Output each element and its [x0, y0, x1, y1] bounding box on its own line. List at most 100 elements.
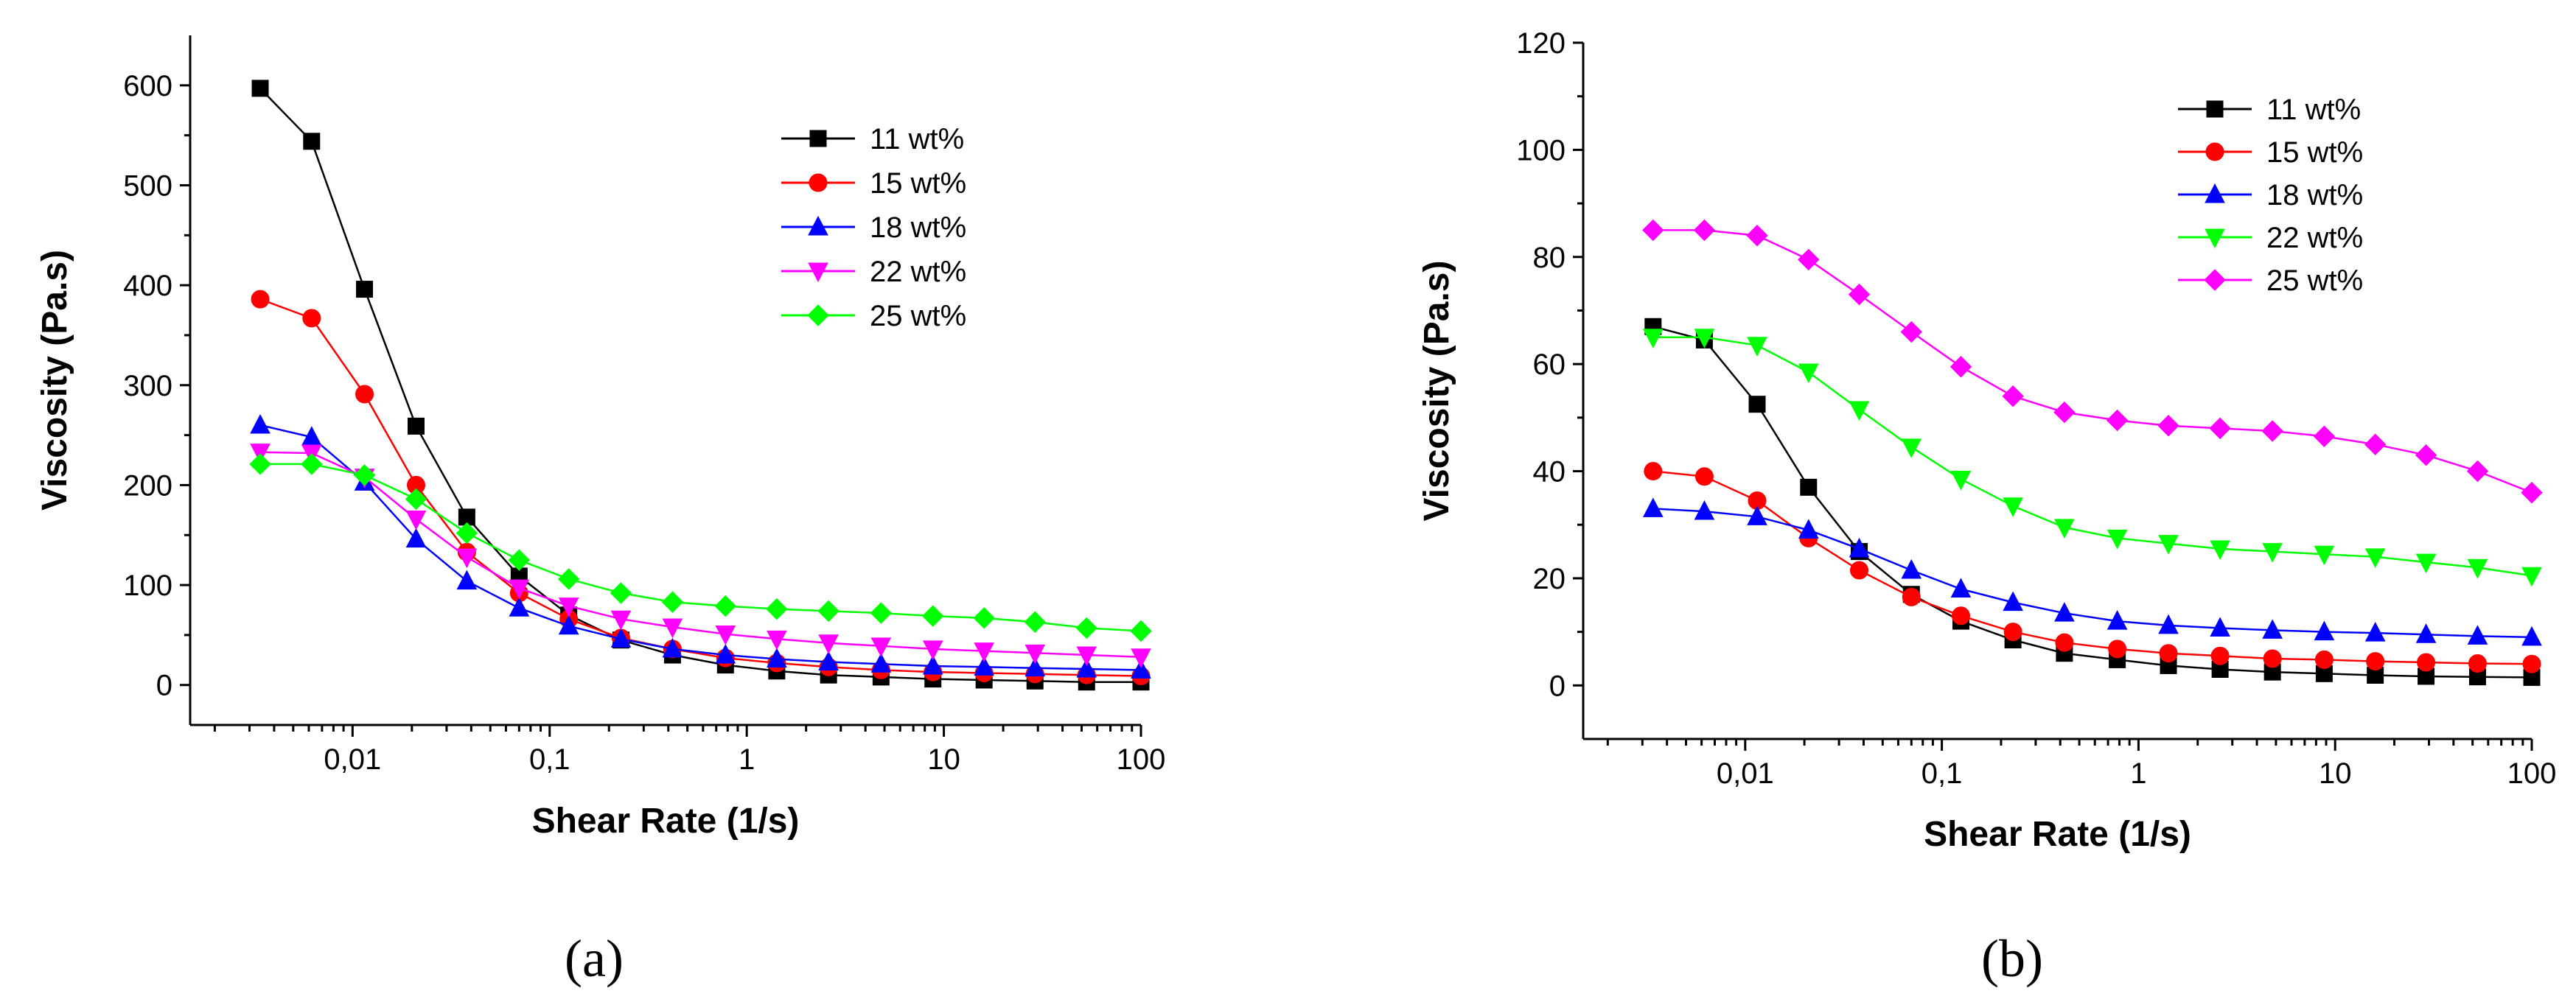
series-11-wt-	[251, 80, 1150, 691]
data-point	[2466, 460, 2489, 483]
data-point	[2055, 633, 2074, 652]
data-point	[1849, 401, 1870, 421]
legend-marker	[2205, 228, 2225, 249]
data-point	[1849, 561, 1868, 580]
data-point	[1131, 648, 1151, 668]
data-point	[2054, 519, 2075, 539]
data-point	[1747, 337, 1767, 357]
series-line	[1652, 336, 2533, 577]
y-tick-label: 500	[123, 169, 172, 202]
data-point	[1024, 611, 1046, 633]
data-point	[661, 591, 684, 613]
data-point	[870, 653, 892, 673]
data-point	[2521, 567, 2542, 587]
data-point	[2415, 553, 2437, 574]
series-22-wt-	[250, 444, 1151, 668]
data-point	[1747, 505, 1767, 525]
series-18-wt-	[250, 413, 1151, 679]
data-point	[922, 605, 944, 627]
data-point	[2415, 444, 2437, 466]
series-22-wt-	[1642, 329, 2542, 587]
data-point	[2364, 621, 2386, 642]
data-point	[2106, 409, 2129, 432]
data-point	[558, 614, 579, 635]
x-tick-label: 1	[739, 743, 755, 776]
y-tick-label: 100	[1516, 134, 1566, 167]
data-point	[405, 488, 427, 511]
data-point	[2261, 420, 2283, 442]
legend-entry: 11 wt%	[2178, 94, 2361, 126]
data-point	[2210, 617, 2230, 637]
y-tick-label: 200	[123, 469, 172, 502]
data-point	[1694, 500, 1715, 520]
data-point	[662, 618, 683, 639]
data-point	[1642, 219, 1664, 242]
x-tick-label: 0,01	[324, 743, 381, 776]
data-point	[818, 634, 839, 654]
data-point	[1075, 617, 1097, 640]
data-point	[558, 598, 579, 617]
data-point	[1950, 470, 1972, 491]
legend-entry: 15 wt%	[781, 167, 966, 200]
legend-marker	[2206, 100, 2224, 118]
data-point	[509, 597, 530, 617]
data-point	[405, 511, 427, 530]
data-point	[870, 602, 893, 624]
x-tick-label: 10	[2319, 757, 2352, 790]
legend-marker	[808, 215, 828, 236]
legend-label: 15 wt%	[2266, 136, 2363, 169]
data-point	[250, 413, 270, 434]
data-point	[303, 133, 321, 150]
x-tick-label: 1	[2130, 757, 2146, 790]
y-tick-label: 20	[1533, 563, 1566, 595]
x-tick-label: 10	[927, 743, 960, 776]
series-line	[1652, 470, 2533, 665]
series-line	[1652, 508, 2533, 639]
data-point	[714, 595, 737, 617]
data-point	[1849, 537, 1870, 558]
data-point	[251, 80, 269, 97]
data-point	[1130, 620, 1152, 642]
data-point	[817, 600, 840, 623]
data-point	[922, 640, 943, 660]
data-point	[456, 548, 478, 569]
data-point	[2106, 609, 2128, 630]
legend-entry: 11 wt%	[781, 123, 964, 155]
data-point	[818, 651, 839, 671]
data-point	[1076, 646, 1097, 667]
series-18-wt-	[1642, 497, 2542, 646]
chart-panel-a: 0 100 200 300 400 500 600 0,01 0,1 1 10 100 Shear Ra…	[35, 35, 1165, 988]
data-point	[2054, 602, 2075, 622]
data-point	[2210, 646, 2230, 665]
data-point	[2263, 649, 2282, 668]
legend-entry: 18 wt%	[2178, 179, 2363, 211]
data-point	[509, 579, 530, 600]
data-point	[2262, 543, 2283, 563]
data-point	[1644, 462, 1663, 481]
legend-label: 25 wt%	[2266, 264, 2363, 297]
data-point	[407, 417, 425, 435]
data-point	[508, 549, 531, 571]
data-point	[870, 637, 892, 657]
data-point	[973, 607, 995, 629]
x-tick-label: 100	[2507, 757, 2557, 790]
legend-entry: 22 wt%	[2178, 222, 2363, 254]
data-point	[1025, 656, 1046, 677]
y-tick-label: 300	[123, 370, 172, 402]
y-tick-label: 100	[123, 570, 172, 602]
series-line	[260, 463, 1142, 632]
data-point	[557, 568, 580, 590]
y-tick-label: 0	[156, 670, 172, 702]
data-point	[1848, 283, 1871, 306]
data-point	[2158, 535, 2179, 555]
data-point	[1025, 644, 1046, 665]
data-point	[353, 464, 376, 486]
series-25-wt-	[249, 453, 1152, 642]
data-point	[766, 598, 788, 620]
data-point	[1950, 578, 1972, 598]
data-point	[1694, 329, 1715, 348]
chart-panel-b: 0 20 40 60 80 100 120 0,01 0,1 1 10 100 Shear Rate (…	[1417, 27, 2556, 988]
data-point	[767, 648, 787, 668]
y-axis-title: Viscosity (Pa.s)	[1417, 261, 1456, 522]
data-point	[2366, 652, 2385, 671]
